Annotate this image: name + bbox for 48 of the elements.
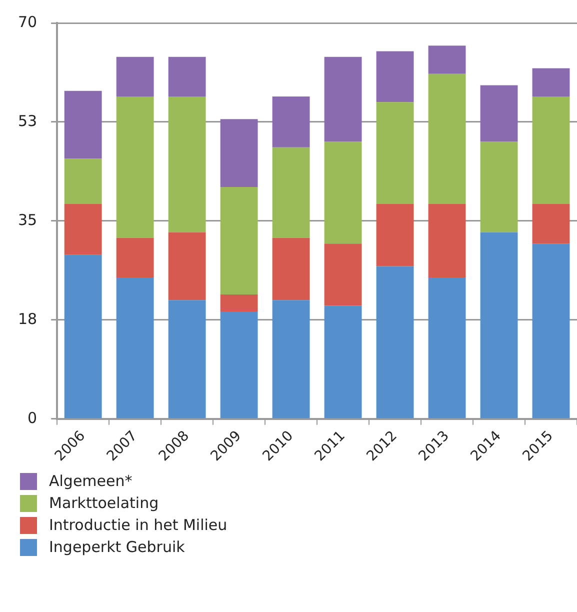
bar: [376, 102, 414, 204]
bar: [480, 232, 518, 418]
bar: [64, 90, 102, 159]
bar: [168, 56, 206, 97]
bar: [272, 147, 310, 238]
bar: [532, 96, 570, 204]
bar: [428, 74, 466, 204]
bar: [532, 68, 570, 97]
y-tick-label: 35: [18, 210, 38, 229]
bar: [272, 300, 310, 418]
bar: [220, 187, 258, 294]
bar: [64, 254, 102, 418]
legend-label: Markttoelating: [49, 493, 159, 514]
legend-label: Introductie in het Milieu: [49, 515, 228, 536]
bar: [376, 51, 414, 102]
bar: [220, 311, 258, 418]
legend-label: Ingeperkt Gebruik: [49, 537, 185, 558]
y-tick-label: 53: [18, 112, 38, 130]
bar: [168, 232, 206, 300]
bar: [324, 56, 362, 142]
bar: [116, 56, 154, 97]
bar: [324, 306, 362, 418]
y-tick-label: 0: [28, 408, 38, 427]
bar: [272, 96, 310, 148]
bar: [220, 294, 258, 312]
legend-label: Algemeen*: [49, 471, 132, 492]
bar: [480, 85, 518, 142]
bar: [116, 238, 154, 278]
bar: [64, 204, 102, 255]
y-tick-label: 18: [18, 310, 38, 328]
bar: [116, 96, 154, 238]
bar: [376, 266, 414, 418]
bar: [324, 142, 362, 244]
bar: [324, 244, 362, 306]
bar: [168, 300, 206, 418]
bar: [168, 96, 206, 232]
y-tick-label: 70: [18, 12, 38, 31]
bar: [64, 158, 102, 204]
bar: [376, 204, 414, 266]
bar: [116, 278, 154, 418]
bar: [428, 46, 466, 74]
bar: [220, 119, 258, 188]
bar: [272, 238, 310, 300]
bar: [532, 204, 570, 244]
bar: [428, 278, 466, 418]
bar: [428, 204, 466, 278]
bar: [532, 244, 570, 418]
bar: [480, 142, 518, 232]
